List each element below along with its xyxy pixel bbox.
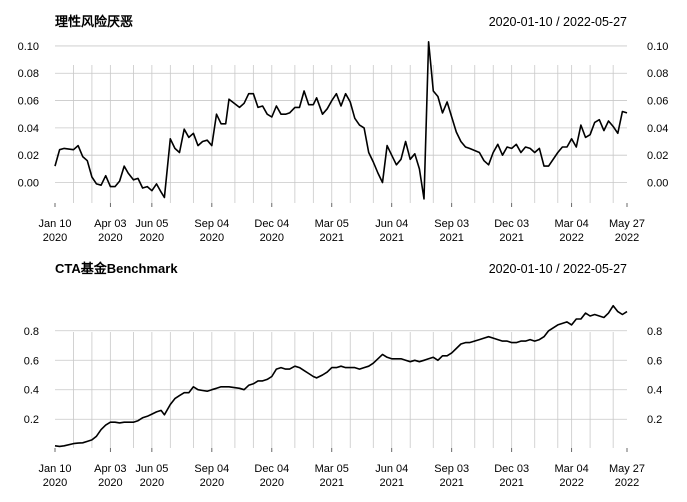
x-tick-label: Jun 05 — [135, 218, 168, 230]
y-tick-label: 0.8 — [24, 326, 39, 338]
x-tick-label: Mar 04 — [555, 218, 589, 230]
y-tick-label: 0.4 — [647, 385, 662, 397]
x-tick-label: Sep 03 — [434, 218, 469, 230]
x-tick-year: 2020 — [200, 232, 224, 244]
x-tick-label: Apr 03 — [94, 218, 126, 230]
x-tick-year: 2020 — [200, 477, 224, 489]
x-tick-year: 2020 — [43, 232, 67, 244]
x-tick-label: Sep 03 — [434, 463, 469, 475]
x-tick-label: Apr 03 — [94, 463, 126, 475]
date-range-label: 2020-01-10 / 2022-05-27 — [489, 15, 627, 29]
x-tick-label: Mar 05 — [315, 218, 349, 230]
y-tick-label: 0.00 — [18, 178, 39, 190]
x-tick-year: 2020 — [260, 232, 284, 244]
x-tick-year: 2021 — [439, 232, 463, 244]
y-tick-label: 0.10 — [18, 41, 39, 53]
x-tick-label: Dec 03 — [494, 218, 529, 230]
y-tick-label: 0.8 — [647, 326, 662, 338]
x-axis: Jan 10 2020 Apr 03 2020 Jun 05 2020 Sep 04 2020… — [38, 203, 645, 244]
x-tick-label: Jun 04 — [375, 218, 408, 230]
y-tick-label: 0.06 — [647, 96, 668, 108]
series-line — [54, 40, 628, 200]
y-tick-label: 0.10 — [647, 41, 668, 53]
y-tick-label: 0.6 — [24, 355, 39, 367]
x-tick-label: Dec 04 — [254, 218, 289, 230]
x-tick-year: 2021 — [439, 477, 463, 489]
y-tick-label: 0.00 — [647, 178, 668, 190]
y-tick-label: 0.04 — [647, 123, 668, 135]
x-tick-label: Jan 10 — [38, 463, 71, 475]
y-tick-label: 0.2 — [24, 414, 39, 426]
x-tick-label: Sep 04 — [194, 463, 229, 475]
x-tick-year: 2022 — [615, 477, 639, 489]
x-tick-year: 2020 — [260, 477, 284, 489]
y-tick-label: 0.04 — [18, 123, 39, 135]
series-lines — [54, 40, 628, 200]
x-tick-year: 2021 — [379, 232, 403, 244]
x-tick-year: 2021 — [499, 477, 523, 489]
x-tick-year: 2021 — [499, 232, 523, 244]
x-tick-year: 2020 — [98, 232, 122, 244]
x-tick-year: 2021 — [379, 477, 403, 489]
panel-2: CTA基金Benchmark 2020-01-10 / 2022-05-27 0… — [24, 261, 663, 489]
panel-1: 理性风险厌恶 2020-01-10 / 2022-05-27 0.000.020… — [18, 14, 669, 244]
y-axis-left: 0.2 0.4 0.6 0.8 — [24, 326, 39, 426]
x-tick-label: May 27 — [609, 463, 645, 475]
x-tick-label: Dec 03 — [494, 463, 529, 475]
y-tick-label: 0.4 — [24, 385, 39, 397]
chart-title: 理性风险厌恶 — [55, 14, 133, 29]
x-tick-year: 2022 — [559, 477, 583, 489]
x-tick-year: 2021 — [320, 477, 344, 489]
y-tick-label: 0.6 — [647, 355, 662, 367]
y-tick-label: 0.08 — [18, 68, 39, 80]
x-tick-year: 2020 — [43, 477, 67, 489]
x-tick-year: 2020 — [140, 232, 164, 244]
y-tick-label: 0.2 — [647, 414, 662, 426]
x-tick-label: May 27 — [609, 218, 645, 230]
y-tick-label: 0.06 — [18, 96, 39, 108]
y-tick-label: 0.08 — [647, 68, 668, 80]
x-tick-year: 2022 — [559, 232, 583, 244]
y-axis-right: 0.00 0.02 0.04 0.06 0.08 0.10 — [647, 41, 668, 190]
series-lines — [54, 304, 628, 448]
x-tick-label: Mar 05 — [315, 463, 349, 475]
y-axis-right: 0.2 0.4 0.6 0.8 — [647, 326, 662, 426]
y-axis-left: 0.00 0.02 0.04 0.06 0.08 0.10 — [18, 41, 39, 190]
x-tick-year: 2020 — [140, 477, 164, 489]
date-range-label: 2020-01-10 / 2022-05-27 — [489, 262, 627, 276]
x-tick-label: Jun 05 — [135, 463, 168, 475]
x-tick-label: Jan 10 — [38, 218, 71, 230]
x-tick-label: Jun 04 — [375, 463, 408, 475]
x-tick-year: 2022 — [615, 232, 639, 244]
y-tick-label: 0.02 — [18, 150, 39, 162]
x-axis: Jan 10 2020 Apr 03 2020 Jun 05 2020 Sep 04 2020… — [38, 448, 645, 489]
chart-title: CTA基金Benchmark — [55, 261, 178, 276]
grid — [55, 45, 627, 203]
x-tick-label: Sep 04 — [194, 218, 229, 230]
x-tick-label: Mar 04 — [555, 463, 589, 475]
series-line — [54, 304, 628, 448]
x-tick-year: 2021 — [320, 232, 344, 244]
y-tick-label: 0.02 — [647, 150, 668, 162]
grid — [55, 330, 627, 448]
x-tick-year: 2020 — [98, 477, 122, 489]
x-tick-label: Dec 04 — [254, 463, 289, 475]
